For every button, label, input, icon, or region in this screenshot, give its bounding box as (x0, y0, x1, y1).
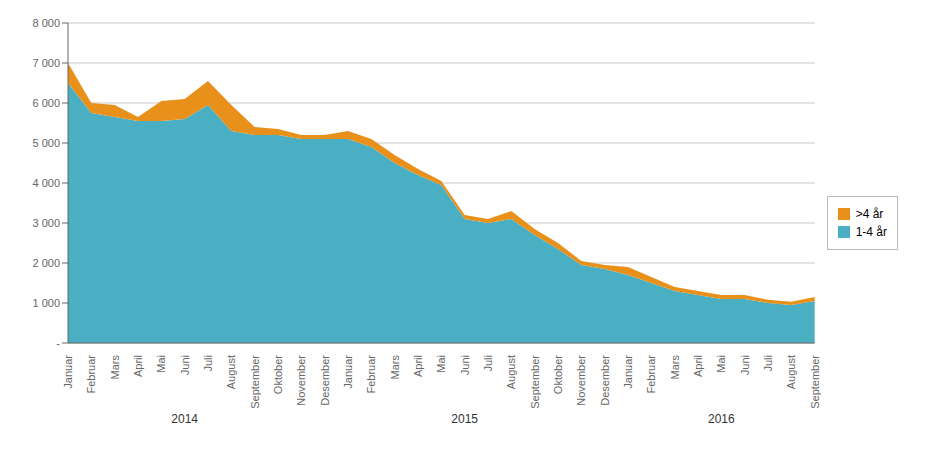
svg-text:Desember: Desember (319, 355, 331, 406)
svg-text:6 000: 6 000 (32, 97, 60, 109)
svg-text:November: November (295, 355, 307, 406)
svg-text:Oktober: Oktober (552, 355, 564, 394)
svg-text:Juni: Juni (179, 355, 191, 375)
svg-text:Juli: Juli (762, 355, 774, 372)
svg-text:Januar: Januar (62, 355, 74, 389)
svg-text:4 000: 4 000 (32, 177, 60, 189)
svg-text:Oktober: Oktober (272, 355, 284, 394)
svg-text:Juni: Juni (459, 355, 471, 375)
svg-text:April: April (412, 355, 424, 377)
svg-text:September: September (809, 355, 821, 409)
svg-text:Januar: Januar (342, 355, 354, 389)
svg-text:Mars: Mars (389, 355, 401, 380)
svg-text:Juli: Juli (202, 355, 214, 372)
svg-text:1 000: 1 000 (32, 297, 60, 309)
svg-text:2015: 2015 (451, 412, 478, 426)
svg-text:2014: 2014 (171, 412, 198, 426)
svg-text:August: August (505, 355, 517, 389)
svg-text:-: - (56, 337, 60, 349)
svg-text:8 000: 8 000 (32, 17, 60, 29)
svg-text:November: November (575, 355, 587, 406)
svg-text:Mai: Mai (435, 355, 447, 373)
html-text:>4 år: >4 år (855, 207, 884, 221)
svg-text:5 000: 5 000 (32, 137, 60, 149)
svg-text:3 000: 3 000 (32, 217, 60, 229)
svg-text:7 000: 7 000 (32, 57, 60, 69)
svg-text:Juli: Juli (482, 355, 494, 372)
svg-text:Mars: Mars (109, 355, 121, 380)
svg-text:2016: 2016 (708, 412, 735, 426)
svg-text:Mai: Mai (715, 355, 727, 373)
svg-text:Januar: Januar (622, 355, 634, 389)
svg-text:April: April (132, 355, 144, 377)
svg-text:2 000: 2 000 (32, 257, 60, 269)
svg-text:September: September (249, 355, 261, 409)
svg-text:Juni: Juni (739, 355, 751, 375)
svg-text:April: April (692, 355, 704, 377)
svg-text:Mars: Mars (669, 355, 681, 380)
svg-text:Desember: Desember (599, 355, 611, 406)
svg-text:August: August (225, 355, 237, 389)
svg-text:Februar: Februar (365, 355, 377, 394)
svg-text:September: September (529, 355, 541, 409)
svg-text:August: August (785, 355, 797, 389)
svg-text:Februar: Februar (85, 355, 97, 394)
svg-text:Mai: Mai (155, 355, 167, 373)
svg-text:Februar: Februar (645, 355, 657, 394)
html-text:1-4 år: 1-4 år (855, 225, 887, 239)
